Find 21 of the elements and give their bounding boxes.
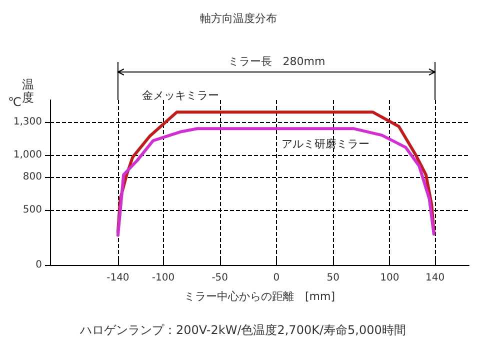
x-tick-label: 50 bbox=[326, 272, 340, 284]
x-tick-label: 100 bbox=[380, 272, 400, 284]
x-axis-title: ミラー中心からの距離 [mm] bbox=[184, 290, 336, 303]
x-tick-label: -140 bbox=[106, 272, 130, 284]
x-tick-label: -100 bbox=[152, 272, 175, 284]
series-label: アルミ研磨ミラー bbox=[281, 138, 370, 151]
y-tick-label: 1,000 bbox=[13, 150, 42, 160]
series-label: 金メッキミラー bbox=[142, 89, 219, 102]
y-tick-label: 0 bbox=[36, 260, 42, 270]
chart-title: 軸方向温度分布 bbox=[200, 12, 277, 25]
x-tick-label: 0 bbox=[273, 272, 280, 284]
text: ミラー長 280mm bbox=[228, 55, 326, 68]
text: ℃ bbox=[8, 95, 22, 109]
y-tick-label: 500 bbox=[22, 204, 42, 216]
text: ハロゲンランプ：200V-2kW/色温度2,700K/寿命5,000時間 bbox=[79, 323, 406, 337]
y-tick-label: 1,300 bbox=[13, 116, 42, 128]
x-tick-label: 140 bbox=[425, 272, 445, 284]
y-axis-title: 温度 bbox=[22, 78, 34, 104]
x-tick-label: -50 bbox=[212, 272, 228, 284]
line-series bbox=[116, 127, 436, 237]
y-tick-label: 800 bbox=[22, 172, 42, 182]
